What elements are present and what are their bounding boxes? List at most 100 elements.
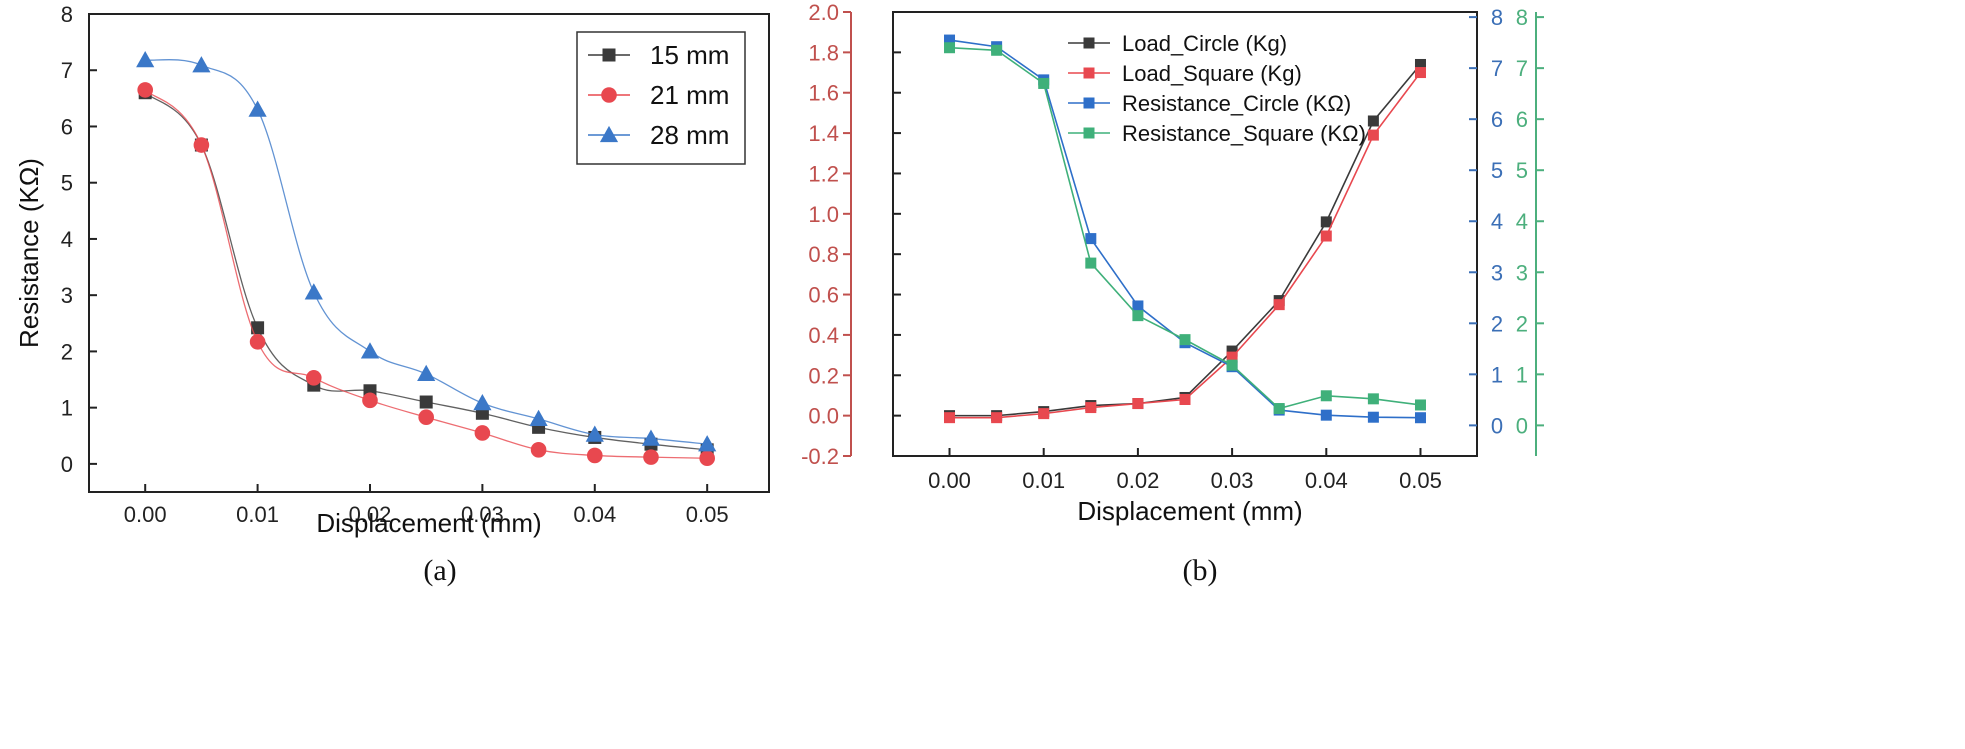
panel-b-left-tick-label: 1.2 (808, 161, 839, 186)
panel-b-right2-tick-label: 6 (1516, 107, 1528, 132)
panel-b-point-0 (1226, 345, 1238, 357)
panel-b-left-tick-label: 0.8 (808, 242, 839, 267)
panel-b-x-tick-label: 0.04 (1305, 468, 1348, 493)
panel-a-legend-marker-1 (601, 87, 617, 103)
panel-b-left-tick-label: 1.8 (808, 40, 839, 65)
panel-a-point-2 (641, 429, 661, 446)
panel-b-right1-tick-label: 3 (1491, 260, 1503, 285)
panel-b-left-tick-label: 2.0 (808, 0, 839, 25)
panel-b-point-2 (1367, 411, 1379, 423)
panel-a-point-2 (529, 409, 548, 427)
panel-b-point-3 (1179, 334, 1191, 346)
panel-b-point-0 (1367, 115, 1379, 127)
panel-b-right1-tick-label: 4 (1491, 209, 1503, 234)
panel-b-point-1 (944, 412, 956, 424)
panel-a-point-2 (585, 425, 604, 442)
panel-b-right1-tick-label: 6 (1491, 107, 1503, 132)
panel-b-legend: Load_Circle (Kg) Load_Square (Kg) Resistan… (1068, 31, 1366, 146)
panel-b-legend-marker-3 (1083, 127, 1095, 139)
panel-a-point-1 (586, 447, 603, 464)
panel-b-right2-tick-label: 2 (1516, 311, 1528, 336)
panel-b-right2-tick-label: 0 (1516, 413, 1528, 438)
panel-a-y-tick-label: 8 (61, 2, 73, 27)
panel-b-right1-tick-label: 8 (1491, 5, 1503, 30)
panel-b-point-3 (1226, 359, 1238, 371)
panel-b-legend-label-0: Load_Circle (Kg) (1122, 31, 1287, 56)
panel-b-point-1 (1179, 393, 1191, 405)
panel-b-left-tick-label: 0.2 (808, 363, 839, 388)
panel-a-y-tick-label: 6 (61, 114, 73, 139)
panel-b-left-tick-label: 0.4 (808, 323, 839, 348)
panel-b-point-3 (1132, 310, 1144, 322)
panel-a-point-2 (136, 51, 155, 68)
panel-b-legend-marker-0 (1083, 37, 1095, 49)
panel-a-point-1 (643, 449, 659, 465)
panel-b-right1-tick-label: 5 (1491, 158, 1503, 183)
panel-a-x-tick-label: 0.00 (124, 502, 167, 527)
panel-a-legend-label-0: 15 mm (650, 40, 729, 70)
panel-a-legend-label-2: 28 mm (650, 120, 729, 150)
panel-b-point-1 (1414, 67, 1426, 79)
panel-b-right2-tick-label: 8 (1516, 5, 1528, 30)
panel-b-legend-marker-2 (1083, 97, 1095, 109)
panel-b-legend-label-2: Resistance_Circle (KΩ) (1122, 91, 1351, 116)
panel-b-x-tick-label: 0.00 (928, 468, 971, 493)
panel-a-point-0 (251, 321, 265, 335)
panel-b-right2-tick-label: 3 (1516, 260, 1528, 285)
panel-b-legend-marker-1 (1083, 67, 1095, 79)
panel-b-x-tick-label: 0.02 (1116, 468, 1159, 493)
panel-b-point-1 (1132, 398, 1144, 410)
panel-a-point-2 (248, 100, 267, 117)
panel-b-point-1 (1085, 402, 1097, 414)
panel-b-point-1 (991, 412, 1003, 424)
panel-a-point-1 (362, 392, 378, 409)
panel-b-point-2 (1414, 412, 1426, 424)
panel-a-point-1 (474, 425, 491, 441)
panel-b-point-1 (1226, 351, 1238, 363)
panel-b-point-3 (1038, 77, 1050, 89)
panel-b-point-1 (1367, 129, 1379, 141)
panel-b-left-tick-label: 0.0 (808, 404, 839, 429)
panel-b-x-axis-label: Displacement (mm) (1077, 496, 1302, 526)
panel-b-point-3 (1320, 390, 1332, 402)
panel-a-legend-label-1: 21 mm (650, 80, 729, 110)
panel-b-point-3 (1085, 257, 1097, 269)
panel-b-plot-frame (892, 11, 1478, 457)
panel-a-point-0 (419, 395, 433, 409)
panel-b-point-2 (944, 34, 956, 46)
panel-a-point-1 (193, 137, 210, 153)
panel-a-x-tick-label: 0.05 (686, 502, 729, 527)
panel-a-point-2 (304, 283, 323, 300)
panel-a-x-tick-label: 0.01 (236, 502, 279, 527)
panel-b-left-tick-label: 1.6 (808, 81, 839, 106)
panel-b-right2-tick-label: 5 (1516, 158, 1528, 183)
panel-a-point-2 (360, 342, 380, 359)
panel-b-chart: -0.2 0.0 0.2 0.4 0.6 0.8 1.0 1.2 1.4 1.6 1.8 2.0 0 1 2… (801, 0, 1544, 526)
panel-b-point-2 (1085, 233, 1097, 245)
panel-b-left-tick-label: 0.6 (808, 283, 839, 308)
panel-b-point-3 (944, 42, 956, 54)
panel-b-legend-label-3: Resistance_Square (KΩ) (1122, 121, 1366, 146)
panel-b-point-3 (1273, 403, 1285, 415)
caption-a: (a) (423, 554, 456, 587)
panel-b-point-3 (991, 44, 1003, 56)
panel-b-legend-label-1: Load_Square (Kg) (1122, 61, 1302, 86)
panel-a-legend-marker-2 (599, 125, 619, 143)
panel-b-point-1 (1320, 230, 1332, 242)
caption-b: (b) (1183, 554, 1218, 587)
panel-a-y-axis-label: Resistance (KΩ) (14, 158, 44, 348)
panel-a-legend: 15 mm 21 mm 28 mm (576, 31, 746, 165)
panel-b-point-2 (1320, 409, 1332, 421)
panel-a-chart: 0 1 2 3 4 5 6 7 8 0.00 0.01 0.02 0.03 0.04 0.05 Displa… (14, 2, 770, 538)
panel-b-left-tick-label: 1.4 (808, 121, 839, 146)
panel-b-right1-tick-label: 2 (1491, 311, 1503, 336)
panel-b-right2-tick-label: 4 (1516, 209, 1528, 234)
panel-b-series-line-0 (949, 63, 1422, 417)
panel-a-x-tick-label: 0.04 (573, 502, 616, 527)
panel-b-point-0 (1320, 216, 1332, 228)
panel-b-point-1 (1273, 299, 1285, 311)
panel-a-point-1 (249, 334, 266, 350)
panel-a-x-tick-label: 0.02 (349, 502, 392, 527)
panel-a-y-tick-label: 4 (61, 227, 73, 252)
